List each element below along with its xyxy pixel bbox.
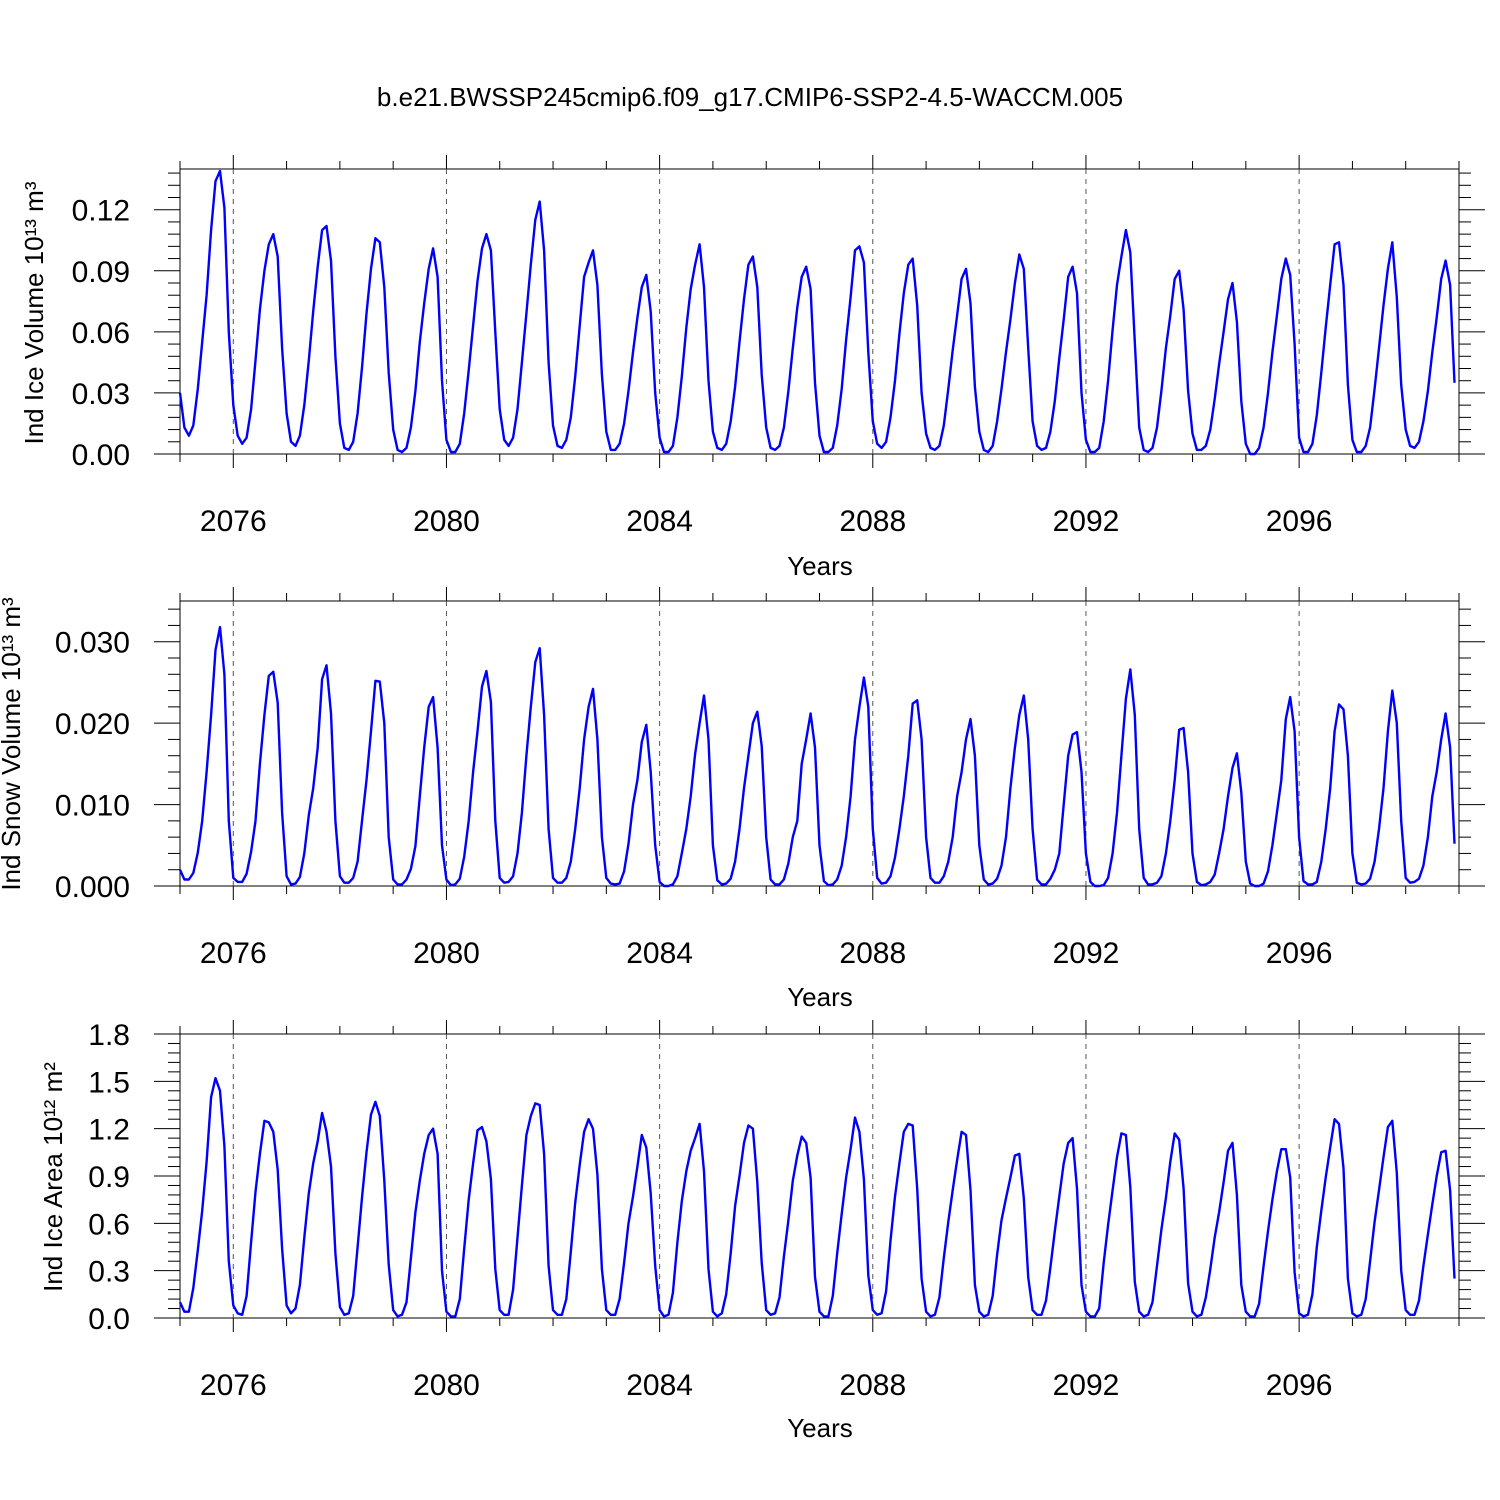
snow-volume-x-tick-label: 2084 [626,937,693,970]
ice-volume-x-tick-label: 2076 [200,505,267,538]
snow-volume-x-tick-label: 2088 [839,937,906,970]
snow-volume-panel: Ind Snow Volume 10¹³ m³ Years 2076 2080 20… [0,587,1485,1012]
snow-volume-x-tick-label: 2092 [1053,937,1120,970]
ice-volume-y-axis-label: Ind Ice Volume 10¹³ m³ [19,181,49,444]
ice-area-x-axis-label: Years [787,1413,853,1443]
ice-volume-plot-frame [179,168,1460,455]
ice-volume-y-tick-label: 0.00 [72,439,130,472]
ice-area-x-tick-label: 2076 [200,1369,267,1402]
ice-volume-y-tick-label: 0.03 [72,378,130,411]
snow-volume-x-axis-label: Years [787,982,853,1012]
ice-volume-y-tick-label: 0.06 [72,317,130,350]
ice-volume-x-tick-label: 2092 [1053,505,1120,538]
snow-volume-y-axis-label: Ind Snow Volume 10¹³ m³ [0,597,26,891]
ice-area-x-tick-label: 2096 [1266,1369,1333,1402]
snow-volume-y-tick-label: 0.010 [55,790,130,823]
ice-area-y-tick-label: 0.9 [88,1161,130,1194]
ice-area-x-tick-label: 2088 [839,1369,906,1402]
snow-volume-y-tick-label: 0.020 [55,708,130,741]
ice-area-plot-frame [179,1033,1460,1319]
ice-area-panel: Ind Ice Area 10¹² m² Years 2076 2080 2084 2… [38,1019,1485,1443]
snow-volume-x-tick-label: 2096 [1266,937,1333,970]
ice-area-y-tick-label: 1.8 [88,1019,130,1052]
snow-volume-x-tick-label: 2076 [200,937,267,970]
ice-volume-y-tick-label: 0.12 [72,195,130,228]
ice-area-y-tick-label: 0.6 [88,1208,130,1241]
ice-area-x-tick-label: 2084 [626,1369,693,1402]
snow-volume-series-line [178,625,1456,888]
ice-volume-panel: Ind Ice Volume 10¹³ m³ Years 2076 2080 208… [19,155,1485,581]
ice-volume-series-line [178,169,1456,456]
ice-area-y-tick-label: 0.0 [88,1303,130,1336]
ice-volume-x-tick-label: 2084 [626,505,693,538]
ice-volume-x-tick-label: 2080 [413,505,480,538]
ice-area-y-tick-label: 0.3 [88,1256,130,1289]
ice-area-y-tick-label: 1.5 [88,1066,130,1099]
ice-volume-x-tick-label: 2096 [1266,505,1333,538]
snow-volume-y-tick-label: 0.030 [55,627,130,660]
ice-area-y-axis-label: Ind Ice Area 10¹² m² [38,1062,68,1292]
snow-volume-y-tick-label: 0.000 [55,871,130,904]
ice-volume-x-tick-label: 2088 [839,505,906,538]
ice-volume-x-axis-label: Years [787,551,853,581]
ice-area-x-tick-label: 2092 [1053,1369,1120,1402]
figure-title: b.e21.BWSSP245cmip6.f09_g17.CMIP6-SSP2-4… [377,82,1123,112]
snow-volume-x-tick-label: 2080 [413,937,480,970]
ice-area-y-tick-label: 1.2 [88,1114,130,1147]
ice-volume-y-tick-label: 0.09 [72,256,130,289]
ice-area-x-tick-label: 2080 [413,1369,480,1402]
ice-area-series-line [178,1076,1456,1318]
